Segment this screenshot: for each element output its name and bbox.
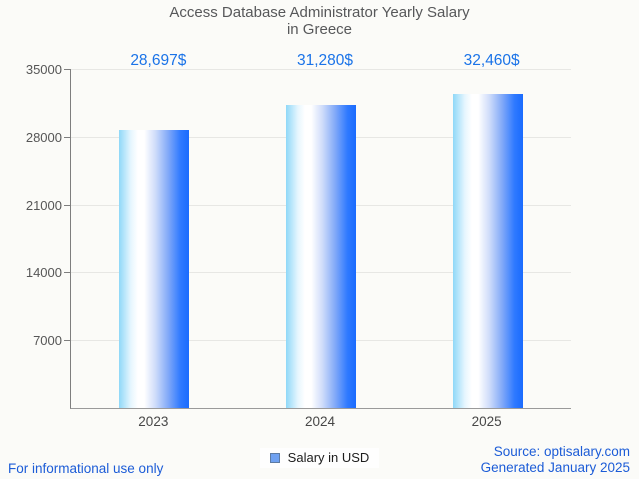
bar-2025 bbox=[452, 94, 523, 408]
legend-swatch-icon bbox=[269, 452, 280, 463]
source-link[interactable]: Source: optisalary.com bbox=[493, 444, 630, 459]
plot-area bbox=[64, 69, 571, 409]
y-tick-label: 21000 bbox=[25, 197, 62, 213]
value-label: 28,697$ bbox=[130, 52, 187, 69]
x-tick-label: 2023 bbox=[138, 414, 169, 429]
y-axis-tick bbox=[64, 204, 71, 206]
x-tick-label: 2024 bbox=[304, 414, 336, 429]
y-tick-label: 7000 bbox=[33, 333, 62, 349]
legend-label: Salary in USD bbox=[287, 450, 370, 465]
y-tick-label: 28000 bbox=[25, 129, 62, 145]
y-axis-tick bbox=[64, 340, 71, 342]
bar-2024 bbox=[286, 105, 356, 408]
generated-date: Generated January 2025 bbox=[480, 460, 630, 475]
y-axis-tick bbox=[64, 136, 71, 138]
value-label: 31,280$ bbox=[296, 52, 354, 69]
x-tick-label: 2025 bbox=[471, 414, 502, 429]
chart-title-line2: in Greece bbox=[286, 21, 353, 38]
grid-line bbox=[71, 69, 571, 70]
footer-source-block: Source: optisalary.com Generated January… bbox=[481, 444, 630, 476]
y-tick-label: 35000 bbox=[25, 62, 62, 77]
y-axis-tick bbox=[64, 272, 71, 274]
legend-item: Salary in USD bbox=[259, 448, 380, 468]
chart-title: Access Database Administrator Yearly Sal… bbox=[0, 4, 639, 38]
bar-2023 bbox=[119, 130, 190, 408]
chart-title-line1: Access Database Administrator Yearly Sal… bbox=[169, 4, 470, 21]
value-label: 32,460$ bbox=[463, 52, 520, 69]
y-axis-tick bbox=[64, 69, 71, 70]
y-tick-label: 14000 bbox=[25, 265, 62, 281]
footer-disclaimer: For informational use only bbox=[8, 461, 164, 476]
legend: Salary in USD bbox=[0, 448, 639, 468]
